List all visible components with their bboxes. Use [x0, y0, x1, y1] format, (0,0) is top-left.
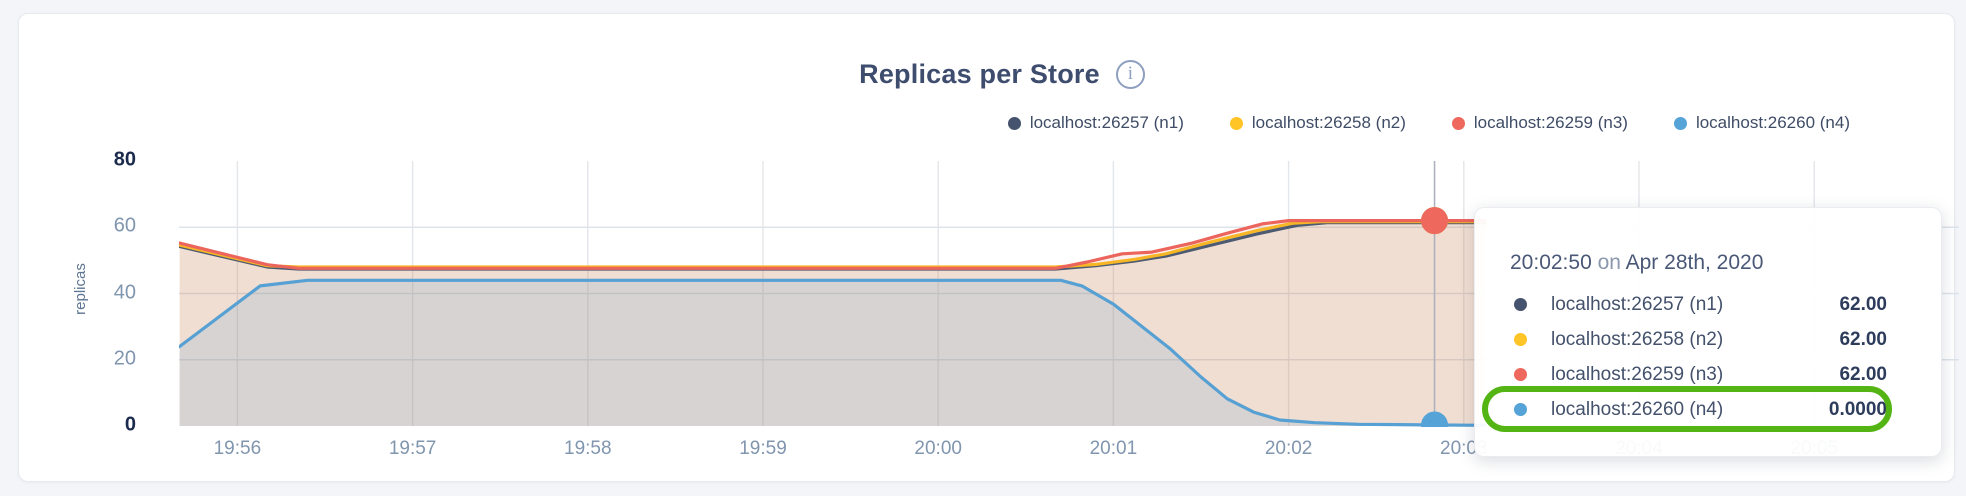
tooltip-timestamp: 20:02:50 on Apr 28th, 2020 [1510, 251, 1763, 275]
chart-card: Replicas per Store i localhost:26257 (n1… [18, 13, 1959, 482]
legend-dot-n2 [1229, 116, 1243, 130]
series-area-localhost:26260 (n4) [179, 280, 1485, 426]
legend: localhost:26257 (n1) localhost:26258 (n2)… [1007, 110, 1850, 136]
x-tick-label-19:56: 19:56 [213, 438, 262, 459]
tooltip-label-n4: localhost:26260 (n4) [1551, 398, 1724, 420]
x-tick-label-19:59: 19:59 [739, 438, 787, 459]
tooltip-value-n4: 0.0000 [1828, 398, 1887, 420]
tooltip-row-n1: localhost:26257 (n1) 62.00 [1474, 287, 1942, 322]
x-tick-label-20:00: 20:00 [914, 438, 962, 459]
tooltip-dot-n1 [1514, 298, 1527, 311]
legend-label-n3: localhost:26259 (n3) [1473, 113, 1628, 132]
series-area-localhost:26259 (n3) [179, 220, 1485, 426]
x-tick-label-19:58: 19:58 [564, 438, 612, 459]
legend-dot-n4 [1673, 116, 1687, 130]
legend-item-n2[interactable]: localhost:26258 (n2) [1229, 113, 1406, 133]
y-tick-label-80: 80 [113, 148, 136, 171]
legend-label-n4: localhost:26260 (n4) [1695, 113, 1850, 132]
legend-label-n2: localhost:26258 (n2) [1251, 113, 1406, 132]
hover-marker-localhost:26260 (n4) [1421, 411, 1449, 427]
tooltip-value-n1: 62.00 [1839, 293, 1887, 315]
legend-item-n4[interactable]: localhost:26260 (n4) [1673, 113, 1850, 133]
tooltip-value-n3: 62.00 [1839, 363, 1887, 385]
tooltip-conjunction: on [1591, 251, 1626, 274]
legend-item-n1[interactable]: localhost:26257 (n1) [1007, 113, 1184, 133]
legend-dot-n3 [1451, 116, 1465, 130]
tooltip-time: 20:02:50 [1510, 251, 1592, 274]
x-tick-label-19:57: 19:57 [388, 438, 437, 459]
tooltip-row-n2: localhost:26258 (n2) 62.00 [1474, 322, 1942, 357]
hover-tooltip: 20:02:50 on Apr 28th, 2020 localhost:262… [1474, 207, 1942, 457]
y-tick-label-0: 0 [124, 413, 136, 436]
x-tick-label-20:02: 20:02 [1264, 438, 1313, 459]
y-tick-label-40: 40 [113, 281, 136, 303]
tooltip-value-n2: 62.00 [1839, 328, 1887, 350]
y-tick-label-60: 60 [113, 214, 136, 237]
series-line-localhost:26260 (n4) [179, 278, 1487, 427]
tooltip-label-n3: localhost:26259 (n3) [1551, 363, 1724, 385]
y-tick-label-20: 20 [113, 347, 136, 370]
tooltip-dot-n2 [1514, 333, 1527, 346]
legend-item-n3[interactable]: localhost:26259 (n3) [1451, 113, 1628, 133]
tooltip-dot-n4 [1514, 403, 1527, 416]
legend-label-n1: localhost:26257 (n1) [1029, 113, 1184, 132]
tooltip-label-n1: localhost:26257 (n1) [1551, 293, 1724, 315]
chart-header: Replicas per Store i [19, 52, 1966, 96]
series-area-localhost:26257 (n1) [179, 222, 1485, 426]
tooltip-date: Apr 28th, 2020 [1625, 251, 1764, 274]
plot-area[interactable] [179, 159, 1959, 427]
series-line-localhost:26259 (n3) [179, 218, 1487, 270]
info-icon[interactable]: i [1115, 59, 1145, 89]
x-tick-label-20:01: 20:01 [1089, 438, 1138, 459]
hover-marker-localhost:26259 (n3) [1421, 207, 1449, 235]
legend-dot-n1 [1007, 116, 1021, 130]
tooltip-rows: localhost:26257 (n1) 62.00 localhost:26258… [1474, 287, 1942, 432]
tooltip-row-n4: localhost:26260 (n4) 0.0000 [1474, 386, 1942, 432]
tooltip-row-n3: localhost:26259 (n3) 62.00 [1474, 357, 1942, 392]
chart-title: Replicas per Store [859, 58, 1100, 89]
tooltip-dot-n3 [1514, 368, 1527, 381]
series-area-localhost:26258 (n2) [179, 221, 1485, 426]
tooltip-label-n2: localhost:26258 (n2) [1551, 328, 1724, 350]
